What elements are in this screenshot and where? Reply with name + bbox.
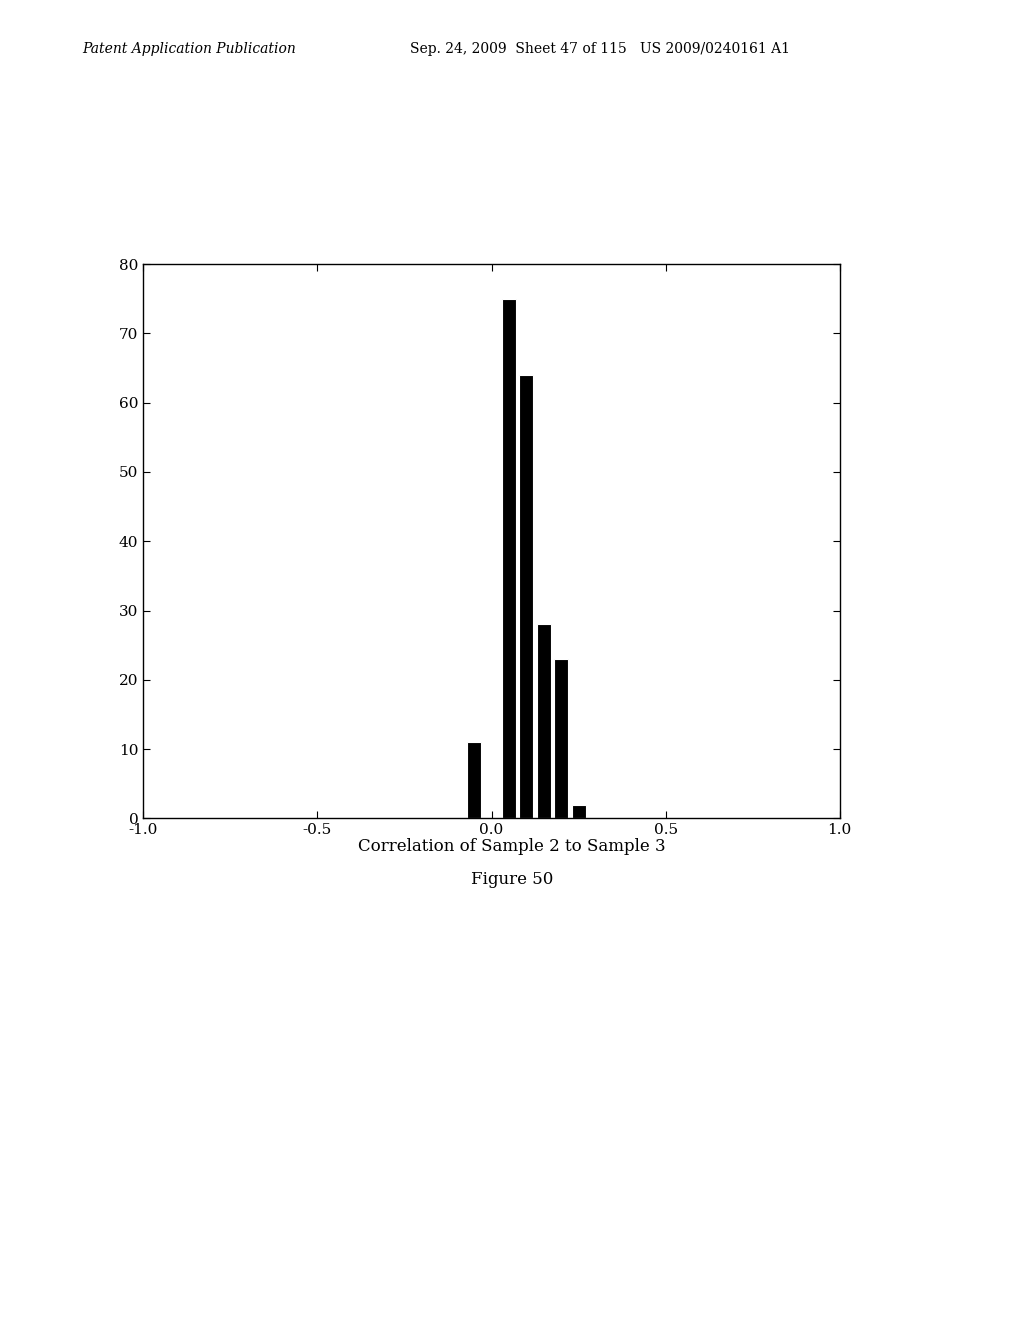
Bar [537,624,551,818]
Bar [519,375,534,818]
Text: Patent Application Publication: Patent Application Publication [82,42,296,57]
Bar [502,298,516,818]
Bar [571,804,586,818]
Bar [554,659,568,818]
Text: Correlation of Sample 2 to Sample 3: Correlation of Sample 2 to Sample 3 [358,838,666,855]
Text: Figure 50: Figure 50 [471,871,553,888]
Bar [467,742,481,818]
Text: Sep. 24, 2009  Sheet 47 of 115   US 2009/0240161 A1: Sep. 24, 2009 Sheet 47 of 115 US 2009/02… [410,42,790,57]
